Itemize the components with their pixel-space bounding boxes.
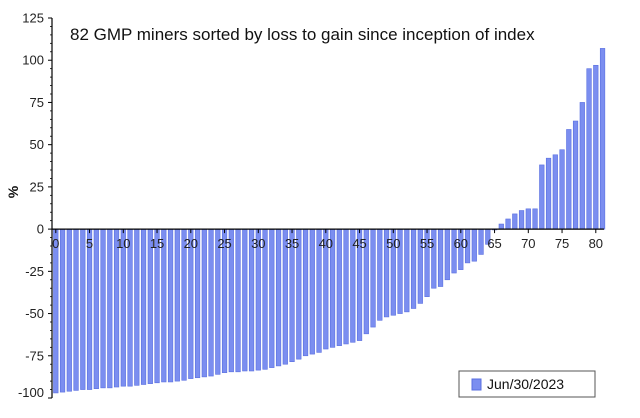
- y-tick-label--100: -100: [18, 385, 44, 400]
- bar-68: [512, 213, 518, 230]
- bar-78: [579, 102, 585, 230]
- bar-75: [559, 149, 565, 230]
- x-tick-label-65: 65: [487, 236, 501, 251]
- x-tick-label-45: 45: [352, 236, 366, 251]
- bar-52: [404, 228, 410, 313]
- y-tick-label--75: -75: [25, 348, 44, 363]
- bar-4: [80, 228, 86, 390]
- x-tick-label-25: 25: [217, 236, 231, 251]
- bar-57: [437, 228, 444, 287]
- bar-43: [343, 228, 349, 345]
- y-tick-label--25: -25: [25, 264, 44, 279]
- bar-23: [208, 228, 214, 377]
- bar-77: [572, 120, 579, 230]
- bar-17: [167, 228, 174, 383]
- bar-67: [505, 218, 511, 230]
- y-tick-label--50: -50: [25, 306, 44, 321]
- bar-72: [539, 164, 545, 230]
- bar-74: [552, 154, 558, 230]
- x-tick-label-15: 15: [150, 236, 164, 251]
- bar-63: [478, 228, 484, 255]
- axes-layer: [48, 17, 604, 399]
- x-tick-label-75: 75: [555, 236, 569, 251]
- x-tick-label-55: 55: [420, 236, 434, 251]
- bar-18: [174, 228, 180, 382]
- bar-13: [140, 228, 147, 385]
- bar-22: [201, 228, 207, 378]
- bar-62: [471, 228, 477, 262]
- x-tick-label-60: 60: [454, 236, 468, 251]
- bar-76: [566, 129, 572, 230]
- y-tick-label-125: 125: [22, 11, 44, 26]
- x-tick-label-40: 40: [319, 236, 333, 251]
- y-tick-label-50: 50: [30, 137, 44, 152]
- x-tick-label-20: 20: [184, 236, 198, 251]
- bar-2: [66, 228, 72, 392]
- bar-80: [593, 64, 599, 230]
- bar-73: [545, 157, 552, 230]
- bar-14: [147, 228, 153, 384]
- bar-71: [532, 208, 538, 230]
- bar-48: [377, 228, 383, 321]
- bar-15: [154, 228, 160, 384]
- bar-37: [302, 228, 309, 357]
- bar-11: [127, 228, 133, 387]
- y-axis-label: %: [5, 185, 21, 198]
- bar-9: [113, 228, 120, 388]
- bar-79: [586, 68, 592, 230]
- legend: Jun/30/2023: [458, 370, 596, 398]
- bar-0: [53, 228, 59, 394]
- x-tick-label-70: 70: [521, 236, 535, 251]
- bar-28: [242, 228, 248, 372]
- bar-12: [134, 228, 140, 386]
- bar-8: [107, 228, 113, 389]
- bar-7: [100, 228, 106, 389]
- x-tick-label-10: 10: [116, 236, 130, 251]
- bar-16: [161, 228, 167, 383]
- bar-66: [498, 223, 504, 230]
- x-tick-label-80: 80: [589, 236, 603, 251]
- bar-10: [120, 228, 126, 387]
- chart-title: 82 GMP miners sorted by loss to gain sin…: [70, 25, 535, 44]
- bar-38: [309, 228, 315, 355]
- labels-layer: -100 -75 -50 -25 0 25 50 75 100 125 0 5 10 15 20 25 30 35…: [18, 11, 603, 401]
- bar-5: [86, 228, 93, 390]
- legend-swatch: [471, 378, 482, 391]
- bar-1: [59, 228, 66, 393]
- y-tick-label-100: 100: [22, 53, 44, 68]
- bar-27: [235, 228, 241, 373]
- bar-3: [73, 228, 79, 391]
- legend-entry-label: Jun/30/2023: [487, 376, 564, 392]
- bar-81: [599, 48, 606, 230]
- bar-20: [188, 228, 194, 379]
- y-tick-label-0: 0: [37, 222, 44, 237]
- bar-42: [336, 228, 342, 346]
- bar-47: [370, 228, 376, 328]
- bar-53: [410, 228, 417, 309]
- bar-70: [525, 208, 531, 230]
- x-tick-label-35: 35: [285, 236, 299, 251]
- bar-19: [181, 228, 187, 381]
- bar-33: [275, 228, 282, 367]
- x-tick-label-30: 30: [251, 236, 265, 251]
- x-tick-label-50: 50: [386, 236, 400, 251]
- bar-6: [93, 228, 99, 390]
- y-tick-label-75: 75: [30, 95, 44, 110]
- bar-21: [194, 228, 201, 379]
- y-tick-label-25: 25: [30, 179, 44, 194]
- x-tick-label-0: 0: [52, 236, 59, 251]
- x-tick-label-5: 5: [86, 236, 93, 251]
- bar-69: [518, 210, 525, 230]
- legend-box: [458, 370, 596, 398]
- bar-32: [269, 228, 275, 368]
- bar-58: [444, 228, 450, 281]
